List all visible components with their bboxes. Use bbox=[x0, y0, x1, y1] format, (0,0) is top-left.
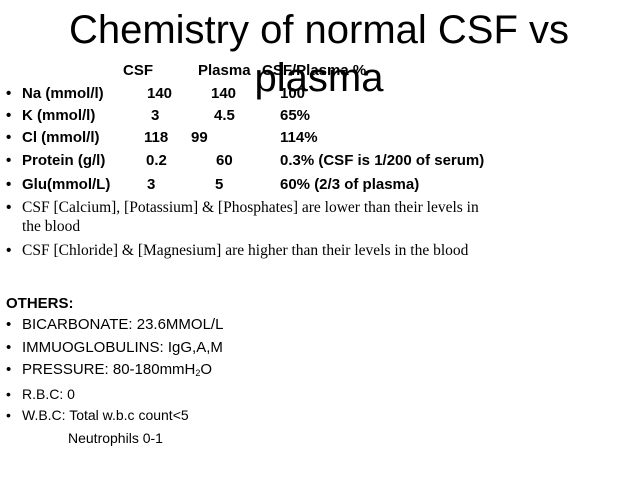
pressure-suffix: O bbox=[200, 361, 213, 378]
column-header-plasma: Plasma bbox=[198, 62, 251, 79]
item-text: PRESSURE: 80-180mmH2O bbox=[22, 361, 212, 378]
table-row: • Na (mmol/l) 140 140 100 bbox=[6, 85, 626, 105]
row-csf-value: 3 bbox=[147, 176, 156, 193]
table-row: • Protein (g/l) 0.2 60 0.3% (CSF is 1/20… bbox=[6, 152, 626, 172]
row-plasma-value: 5 bbox=[215, 176, 224, 193]
item-text: IMMUOGLOBULINS: IgG,A,M bbox=[22, 339, 223, 356]
note-line: CSF [Calcium], [Potassium] & [Phosphates… bbox=[22, 199, 479, 216]
table-row: • K (mmol/l) 3 4.5 65% bbox=[6, 107, 626, 127]
others-heading: OTHERS: bbox=[6, 295, 74, 312]
row-label: K (mmol/l) bbox=[22, 107, 96, 124]
slide-title: Chemistry of normal CSF vs plasma bbox=[68, 8, 570, 100]
bullet: • bbox=[6, 407, 11, 423]
bullet: • bbox=[6, 152, 12, 169]
bullet: • bbox=[6, 339, 12, 356]
row-plasma-value: 60 bbox=[216, 152, 233, 169]
row-plasma-value: 4.5 bbox=[214, 107, 235, 124]
bullet: • bbox=[6, 361, 12, 378]
bullet: • bbox=[6, 386, 11, 402]
bullet: • bbox=[6, 129, 12, 146]
row-plasma-value: 140 bbox=[211, 85, 237, 102]
row-label: Protein (g/l) bbox=[22, 152, 106, 169]
item-text: BICARBONATE: 23.6MMOL/L bbox=[22, 316, 224, 333]
bullet: • bbox=[6, 176, 12, 193]
row-label: Cl (mmol/l) bbox=[22, 129, 100, 146]
row-plasma-value: 99 bbox=[191, 129, 208, 146]
item-text: R.B.C: 0 bbox=[22, 386, 75, 402]
row-ratio-value: 114% bbox=[280, 129, 318, 146]
row-ratio-value: 0.3% (CSF is 1/200 of serum) bbox=[280, 152, 485, 169]
note-line: the blood bbox=[22, 218, 81, 235]
table-row: • Cl (mmol/l) 118 99 114% bbox=[6, 129, 626, 149]
bullet: • bbox=[6, 85, 12, 102]
bullet: • bbox=[6, 107, 12, 124]
note-lower-levels: • CSF [Calcium], [Potassium] & [Phosphat… bbox=[6, 198, 634, 236]
pressure-subscript: 2 bbox=[195, 368, 201, 378]
item-text: W.B.C: Total w.b.c count<5 bbox=[22, 407, 189, 423]
row-csf-value: 3 bbox=[151, 107, 160, 124]
row-label: Na (mmol/l) bbox=[22, 85, 104, 102]
bullet: • bbox=[6, 199, 12, 216]
column-header-ratio: CSF/Plasma % bbox=[262, 62, 367, 79]
row-ratio-value: 60% (2/3 of plasma) bbox=[280, 176, 420, 193]
row-csf-value: 118 bbox=[144, 129, 169, 146]
row-csf-value: 0.2 bbox=[146, 152, 167, 169]
column-header-csf: CSF bbox=[123, 62, 153, 79]
table-row: • Glu(mmol/L) 3 5 60% (2/3 of plasma) bbox=[6, 176, 626, 196]
row-ratio-value: 65% bbox=[280, 107, 311, 124]
note-higher-levels: • CSF [Chloride] & [Magnesium] are highe… bbox=[6, 241, 634, 260]
pressure-text: PRESSURE: 80-180mmH bbox=[22, 361, 196, 378]
bullet: • bbox=[6, 242, 12, 259]
wbc-continuation: Neutrophils 0-1 bbox=[68, 430, 163, 446]
row-label: Glu(mmol/L) bbox=[22, 176, 111, 193]
row-ratio-value: 100 bbox=[280, 85, 306, 102]
bullet: • bbox=[6, 316, 12, 333]
row-csf-value: 140 bbox=[147, 85, 173, 102]
note-line: CSF [Chloride] & [Magnesium] are higher … bbox=[22, 242, 469, 259]
